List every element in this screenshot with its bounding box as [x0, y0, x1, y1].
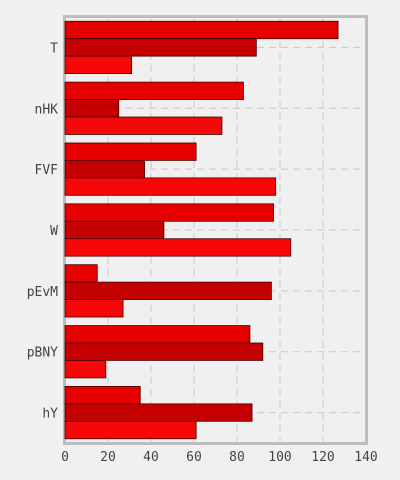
bar-hY-series-2 [64, 403, 253, 422]
bar-W-series-2 [64, 220, 165, 240]
bars [64, 20, 339, 440]
bar-pEvM-series-1 [64, 264, 98, 283]
bar-T-series-1 [64, 20, 339, 40]
bar-FVF-series-3 [64, 177, 277, 196]
x-axis-tick-labels: 0 20 40 60 80 100 120 140 [61, 450, 378, 465]
bar-nHK-series-1 [64, 81, 244, 100]
bar-pBNY-series-2 [64, 342, 264, 361]
x-tick-label-40: 40 [143, 450, 159, 465]
y-category-label-pBNY: pBNY [27, 346, 58, 361]
x-tick-label-100: 100 [268, 450, 291, 465]
bar-nHK-series-3 [64, 116, 223, 135]
x-tick-label-80: 80 [229, 450, 245, 465]
x-tick-label-140: 140 [354, 450, 377, 465]
bar-hY-series-3 [64, 420, 197, 440]
y-category-label-W: W [50, 224, 58, 239]
bar-FVF-series-1 [64, 142, 197, 161]
x-tick-label-120: 120 [311, 450, 334, 465]
bar-pEvM-series-3 [64, 299, 124, 318]
x-tick-label-20: 20 [100, 450, 116, 465]
y-category-label-hY: hY [42, 407, 58, 422]
bar-pEvM-series-2 [64, 281, 272, 300]
bar-pBNY-series-1 [64, 325, 251, 344]
y-category-label-pEvM: pEvM [27, 285, 58, 300]
bar-T-series-2 [64, 38, 257, 57]
bar-pBNY-series-3 [64, 360, 107, 379]
bar-FVF-series-2 [64, 160, 145, 179]
bar-W-series-1 [64, 203, 274, 222]
y-category-label-T: T [50, 41, 58, 56]
bar-W-series-3 [64, 238, 292, 257]
y-category-label-FVF: FVF [35, 163, 59, 178]
x-tick-label-0: 0 [61, 450, 69, 465]
bar-hY-series-1 [64, 386, 141, 405]
bar-nHK-series-2 [64, 99, 120, 118]
y-category-label-nHK: nHK [35, 102, 59, 117]
bar-T-series-3 [64, 55, 133, 74]
x-tick-label-60: 60 [186, 450, 202, 465]
